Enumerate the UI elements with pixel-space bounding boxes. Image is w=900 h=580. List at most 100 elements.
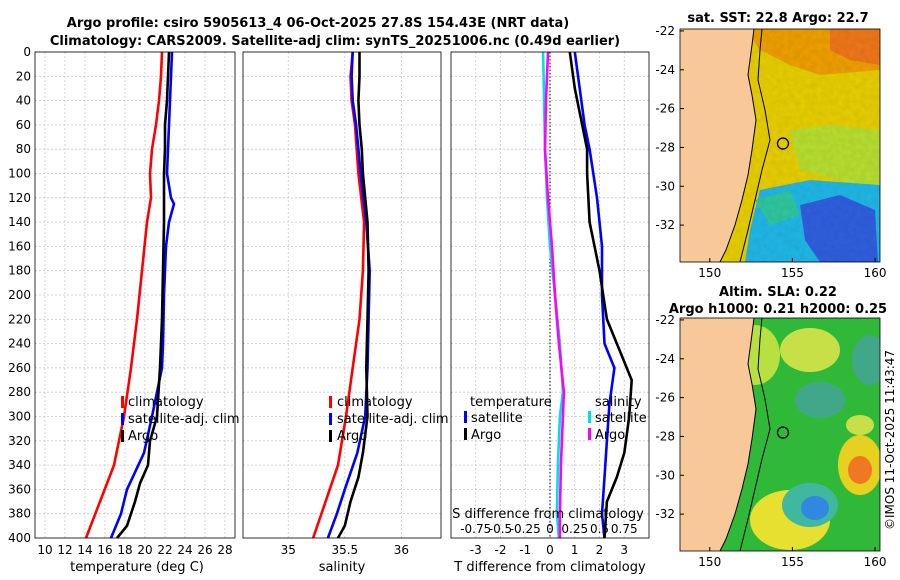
s-diff-tick-label: 0.25 bbox=[561, 522, 588, 536]
y-tick-label: 160 bbox=[8, 239, 31, 253]
legend-swatch-s-satellite bbox=[588, 411, 591, 423]
y-tick-label: 20 bbox=[16, 69, 31, 83]
legend-swatch-climatology bbox=[121, 396, 124, 408]
series-line-satellite-adj-clim bbox=[109, 51, 176, 539]
y-tick-label: 200 bbox=[8, 288, 31, 302]
map-x-tick-label: 150 bbox=[698, 266, 721, 280]
x-tick-label: 28 bbox=[217, 543, 232, 557]
x-tick-label: -3 bbox=[470, 543, 482, 557]
legend-label-climatology: climatology bbox=[128, 395, 204, 410]
x-tick-label: 20 bbox=[137, 543, 152, 557]
sla-yellow-patch bbox=[780, 328, 840, 372]
map-x-tick-label: 160 bbox=[864, 266, 887, 280]
map-y-tick-label: -22 bbox=[655, 313, 675, 327]
y-tick-label: 120 bbox=[8, 191, 31, 205]
map-x-tick-label: 155 bbox=[781, 555, 804, 569]
legend-swatch-climatology bbox=[329, 396, 332, 408]
map-y-tick-label: -24 bbox=[655, 63, 675, 77]
map-y-tick-label: -32 bbox=[655, 507, 675, 521]
x-tick-label: 18 bbox=[117, 543, 132, 557]
y-tick-label: 100 bbox=[8, 167, 31, 181]
title-line-1: Argo profile: csiro 5905613_4 06-Oct-202… bbox=[67, 16, 569, 31]
y-tick-label: 360 bbox=[8, 482, 31, 496]
legend-label-s-argo: Argo bbox=[595, 428, 625, 443]
legend-swatch-argo bbox=[121, 430, 124, 442]
x-tick-label: -1 bbox=[519, 543, 531, 557]
map-y-tick-label: -32 bbox=[655, 218, 675, 232]
sla-map-frame: 150 155 160 -22 -24 -26 -28 -30 -32 bbox=[655, 313, 886, 569]
argo-position-marker bbox=[776, 137, 790, 150]
difference-top-xlabel: S difference from climatology bbox=[452, 507, 644, 522]
map-y-tick-label: -24 bbox=[655, 352, 675, 366]
sla-low-patch bbox=[852, 335, 880, 385]
series-line-t-argo bbox=[568, 51, 633, 539]
s-diff-tick-label: 0.75 bbox=[611, 522, 638, 536]
series-line-argo bbox=[115, 51, 171, 539]
legend-label-t-argo: Argo bbox=[471, 428, 501, 443]
sla-low-patch bbox=[795, 382, 845, 418]
sla-low-core bbox=[801, 496, 829, 520]
sla-map-border bbox=[679, 317, 881, 552]
s-diff-tick-label: 0 bbox=[546, 522, 554, 536]
map-y-tick-label: -30 bbox=[655, 468, 675, 482]
difference-panel: -3 -2 -1 0 1 2 3-0.75-0.5-0.25 0 0.25 0.5 0.75 bbox=[450, 51, 650, 557]
salinity-xlabel: salinity bbox=[319, 560, 366, 575]
legend-swatch-satellite bbox=[121, 413, 124, 425]
sla-map-title-1: Altim. SLA: 0.22 bbox=[719, 285, 837, 300]
y-tick-label: 320 bbox=[8, 434, 31, 448]
x-tick-label: 35.5 bbox=[331, 543, 358, 557]
legend-label-satellite: satellite-adj. clim bbox=[128, 412, 240, 427]
y-tick-label: 400 bbox=[8, 531, 31, 545]
temperature-panel: 0 20 40 60 80 100 120 140 160 180 200 220 240 260 280 3… bbox=[8, 45, 236, 557]
salinity-panel: 35 35.5 36 bbox=[242, 51, 442, 557]
map-x-tick-label: 150 bbox=[698, 555, 721, 569]
series-group bbox=[84, 51, 176, 539]
sst-map bbox=[680, 29, 880, 262]
legend-label-satellite: satellite-adj. clim bbox=[337, 412, 449, 427]
legend-swatch-t-satellite bbox=[464, 411, 467, 423]
map-y-tick-label: -22 bbox=[655, 24, 675, 38]
sla-coastline bbox=[719, 318, 757, 551]
argo-position-marker bbox=[776, 426, 790, 439]
y-tick-label: 280 bbox=[8, 385, 31, 399]
sla-yellow-patch bbox=[846, 415, 874, 435]
legend-title-salinity: salinity bbox=[595, 395, 642, 410]
x-tick-label: 10 bbox=[37, 543, 52, 557]
watermark: ©IMOS 11-Oct-2025 11:43:47 bbox=[883, 350, 897, 530]
y-tick-label: 380 bbox=[8, 507, 31, 521]
sst-map-border bbox=[679, 28, 881, 263]
y-tick-label: 80 bbox=[16, 142, 31, 156]
map-x-tick-label: 155 bbox=[781, 266, 804, 280]
sla-map bbox=[680, 318, 880, 551]
y-tick-label: 220 bbox=[8, 312, 31, 326]
map-y-tick-label: -30 bbox=[655, 179, 675, 193]
legend-swatch-t-argo bbox=[464, 428, 467, 440]
legend-title-temperature: temperature bbox=[470, 395, 552, 410]
y-tick-label: 60 bbox=[16, 118, 31, 132]
x-tick-label: 24 bbox=[177, 543, 192, 557]
legend-label-climatology: climatology bbox=[337, 395, 413, 410]
x-tick-label: 16 bbox=[97, 543, 112, 557]
legend-label-s-satellite: satellite bbox=[595, 411, 647, 426]
temperature-legend: climatology satellite-adj. clim Argo bbox=[121, 395, 240, 444]
sla-isobath bbox=[739, 318, 771, 551]
map-y-tick-label: -26 bbox=[655, 391, 675, 405]
y-tick-label: 140 bbox=[8, 215, 31, 229]
s-diff-tick-label: -0.5 bbox=[489, 522, 512, 536]
x-tick-label: 26 bbox=[197, 543, 212, 557]
s-diff-tick-label: -0.75 bbox=[460, 522, 491, 536]
legend-label-t-satellite: satellite bbox=[471, 411, 523, 426]
title-line-2: Climatology: CARS2009. Satellite-adj cli… bbox=[50, 34, 620, 49]
sst-isobath bbox=[739, 29, 771, 262]
x-tick-label: 1 bbox=[571, 543, 579, 557]
y-tick-label: 340 bbox=[8, 458, 31, 472]
y-tick-label: 0 bbox=[23, 45, 31, 59]
difference-legend: temperature salinity satellite Argo sate… bbox=[464, 395, 647, 443]
map-x-tick-label: 160 bbox=[864, 555, 887, 569]
legend-swatch-satellite bbox=[329, 413, 332, 425]
axes-frame bbox=[34, 51, 236, 539]
axes-frame bbox=[242, 51, 442, 539]
series-line-climatology bbox=[84, 51, 164, 539]
x-tick-label: 2 bbox=[596, 543, 604, 557]
